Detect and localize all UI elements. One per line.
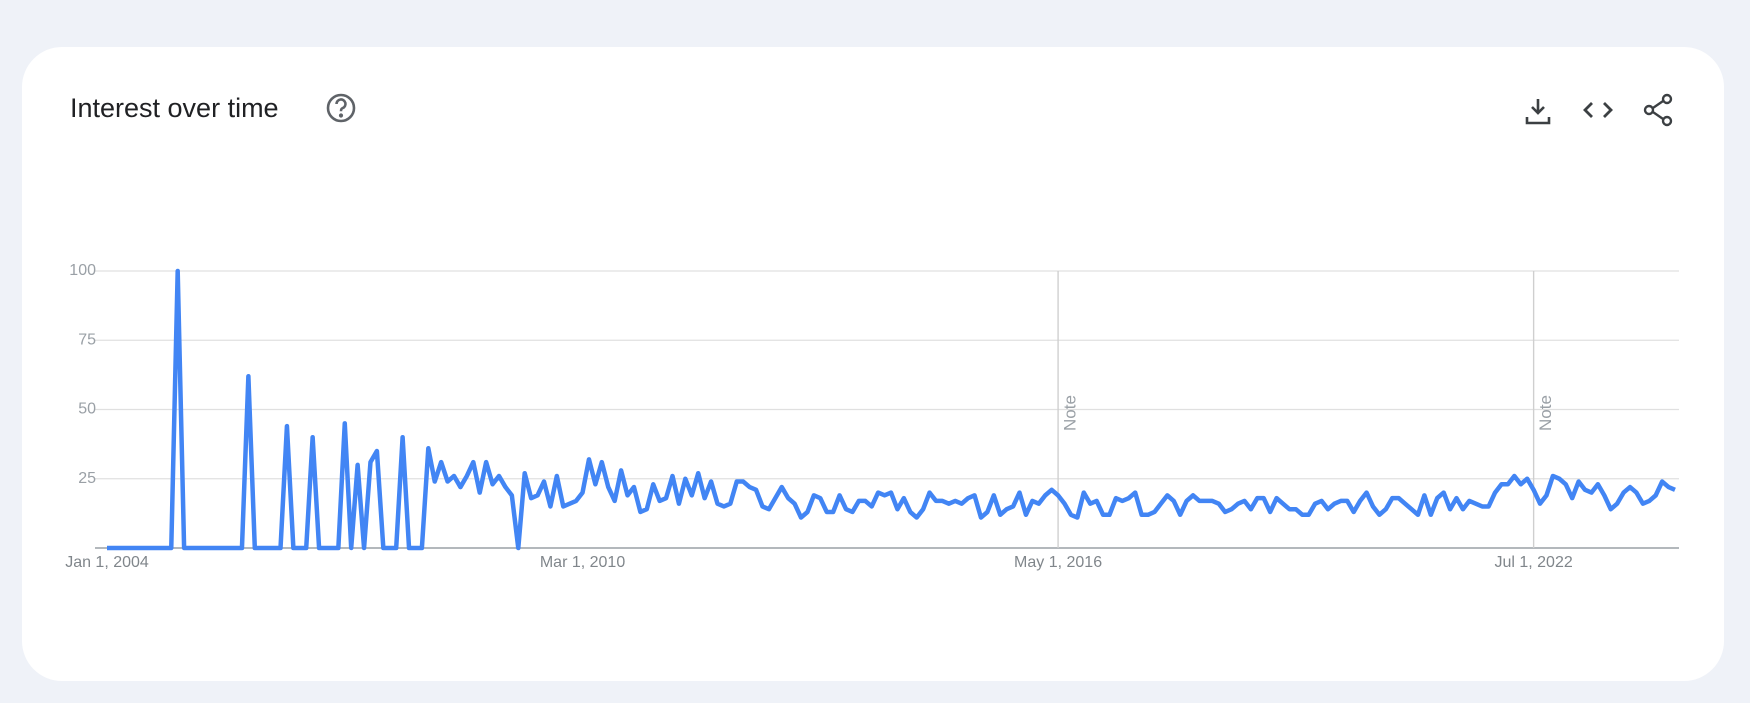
help-icon[interactable] — [326, 93, 356, 123]
x-tick-label: Mar 1, 2010 — [540, 554, 625, 571]
download-icon[interactable] — [1525, 99, 1551, 125]
note-label: Note — [1061, 395, 1080, 431]
y-tick-label: 50 — [78, 401, 96, 418]
y-tick-label: 75 — [78, 331, 96, 348]
y-tick-label: 25 — [78, 470, 96, 487]
y-tick-label: 100 — [69, 262, 96, 279]
embed-icon[interactable] — [1583, 102, 1613, 118]
x-tick-label: Jan 1, 2004 — [65, 554, 149, 571]
note-label: Note — [1536, 395, 1555, 431]
trend-line — [107, 268, 1676, 551]
card — [22, 47, 1724, 681]
x-tick-label: May 1, 2016 — [1014, 554, 1102, 571]
chart-title: Interest over time — [70, 93, 279, 123]
share-icon[interactable] — [1643, 93, 1673, 127]
x-tick-label: Jul 1, 2022 — [1494, 554, 1572, 571]
